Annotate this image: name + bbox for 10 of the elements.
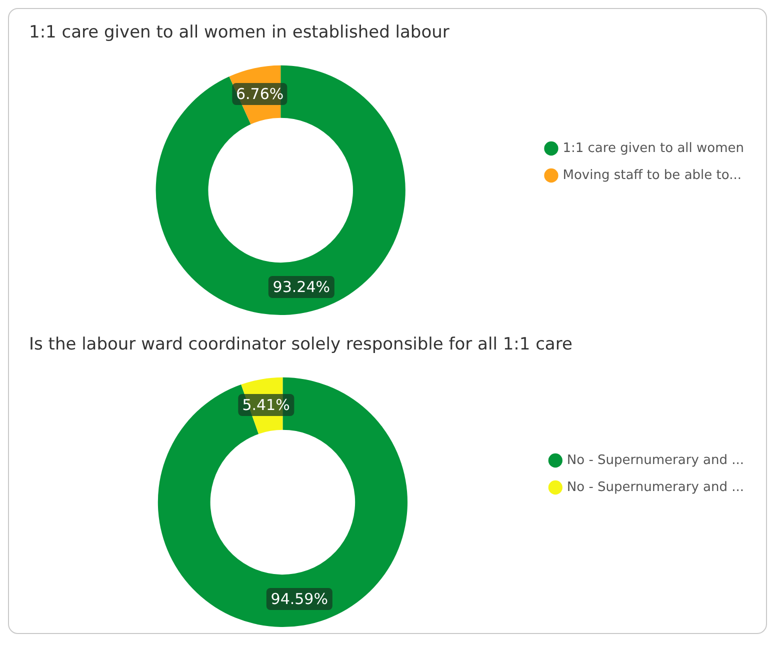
chart-title: Is the labour ward coordinator solely responsible for all 1:1 care: [29, 334, 572, 355]
legend-label: 1:1 care given to all women: [562, 140, 744, 156]
chart-title: 1:1 care given to all women in established labour: [29, 22, 450, 43]
data-label: 6.76%: [232, 82, 288, 105]
data-label: 94.59%: [266, 588, 332, 610]
data-label: 5.41%: [238, 394, 294, 416]
data-label: 93.24%: [268, 276, 334, 298]
legend-label: No - Supernumerary and ...: [566, 452, 744, 468]
legend-label: Moving staff to be able to...: [562, 168, 742, 183]
legend-label: No - Supernumerary and ...: [566, 480, 744, 495]
